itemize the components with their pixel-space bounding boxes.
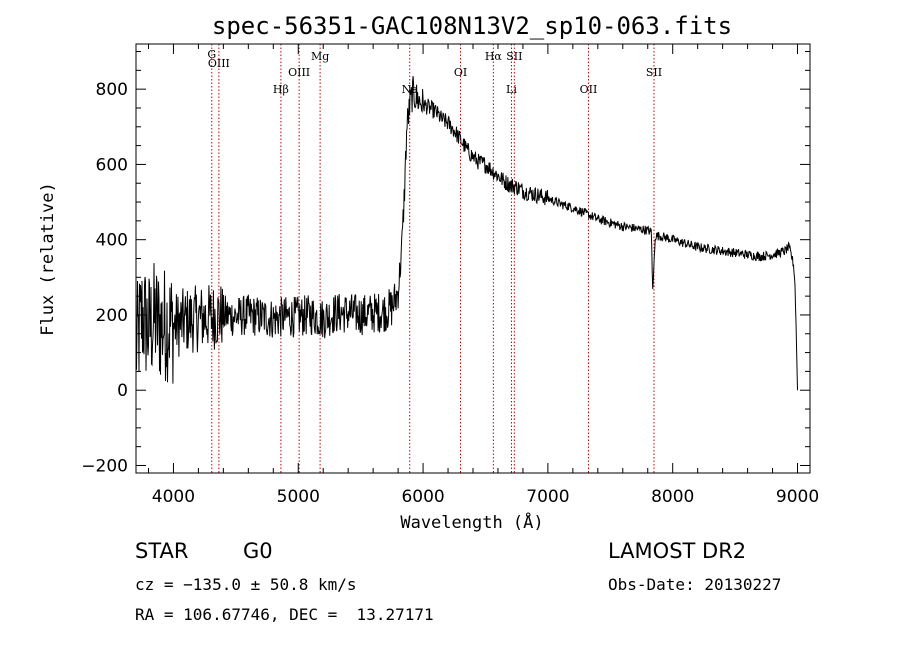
line-label: SII: [506, 50, 522, 63]
line-label: Hα: [485, 50, 503, 63]
line-label: Li: [506, 83, 517, 96]
x-axis-label: Wavelength (Å): [400, 511, 543, 533]
x-tick-label: 4000: [152, 487, 195, 507]
line-label: OI: [454, 66, 467, 79]
sky-coordinates: RA = 106.67746, DEC = 13.27171: [135, 605, 434, 624]
redshift-velocity: cz = −135.0 ± 50.8 km/s: [135, 575, 357, 594]
line-label: Hβ: [273, 83, 289, 96]
line-label: OIII: [288, 66, 310, 79]
spectrum-series: [135, 76, 798, 391]
y-tick-label: 200: [96, 306, 128, 326]
y-tick-label: 800: [96, 80, 128, 100]
line-label: OII: [580, 83, 598, 96]
x-tick-label: 8000: [651, 487, 694, 507]
x-tick-label: 5000: [277, 487, 320, 507]
line-label: G: [207, 48, 216, 61]
y-tick-label: −200: [81, 456, 128, 476]
plot-frame: [135, 43, 811, 474]
x-tick-label: 9000: [776, 487, 819, 507]
y-tick-label: 600: [96, 155, 128, 175]
y-tick-label: 400: [96, 231, 128, 251]
object-class: STAR: [135, 539, 189, 563]
axis-ticks: [136, 44, 810, 473]
y-axis-label: Flux (relative): [38, 182, 58, 336]
observation-date: Obs-Date: 20130227: [608, 575, 782, 594]
object-subclass: G0: [243, 539, 273, 563]
chart-title: spec-56351-GAC108N13V2_sp10-063.fits: [212, 12, 732, 40]
y-tick-label: 0: [117, 381, 128, 401]
line-label: SII: [646, 66, 662, 79]
survey-name: LAMOST DR2: [608, 539, 747, 563]
line-label: Mg: [311, 50, 329, 63]
line-label: OIII: [208, 57, 230, 70]
tick-labels: 4000 5000 6000 7000 8000 9000 −200 0 200 400 600 80…: [81, 80, 819, 507]
x-tick-label: 7000: [526, 487, 569, 507]
x-tick-label: 6000: [401, 487, 444, 507]
spectrum-line: [135, 76, 798, 391]
